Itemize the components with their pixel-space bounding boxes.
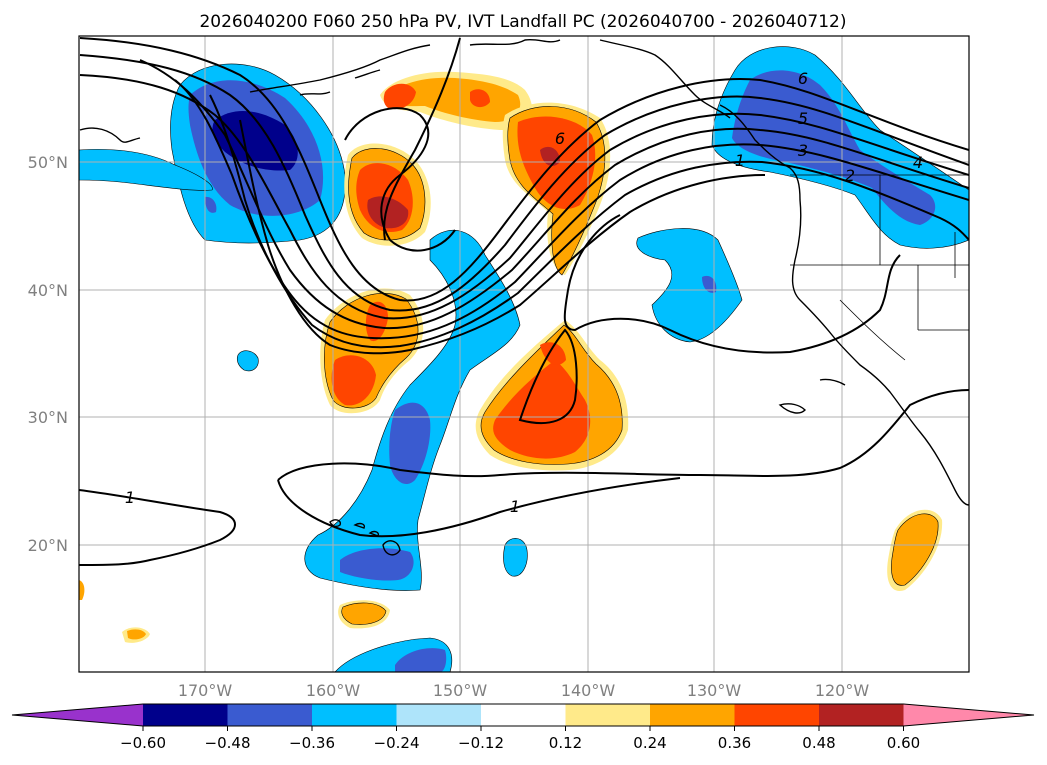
- lon-label: 120°W: [815, 681, 870, 700]
- ivt-contours: [79, 37, 969, 566]
- contour-label-group: 6 6 5 3 2 4 1 1 1: [125, 69, 923, 516]
- colorbar-segment: [819, 704, 904, 726]
- lat-label: 40°N: [28, 281, 68, 300]
- contour-label: 1: [510, 497, 520, 516]
- colorbar-segment: [481, 704, 566, 726]
- colorbar-segment: [650, 704, 735, 726]
- contour-label: 4: [913, 153, 923, 172]
- colorbar-segment: [565, 704, 651, 726]
- colorbar-tick-label: −0.48: [205, 734, 251, 752]
- lon-label: 130°W: [687, 681, 742, 700]
- positive-pv-shading: [79, 71, 943, 643]
- state-borders: [790, 174, 969, 361]
- colorbar-tick-label: 0.12: [549, 734, 582, 752]
- colorbar-extend-low: [12, 704, 143, 726]
- contour-label: 1: [735, 151, 745, 170]
- lon-label: 160°W: [306, 681, 361, 700]
- lon-label: 150°W: [433, 681, 488, 700]
- lon-label: 140°W: [561, 681, 616, 700]
- contour-label: 3: [798, 141, 808, 160]
- colorbar-segment: [312, 704, 397, 726]
- lat-label: 30°N: [28, 408, 68, 427]
- coastlines: [79, 38, 969, 556]
- colorbar: −0.60 −0.48 −0.36 −0.24 −0.12 0.12 0.24 0.36 0.4…: [11, 703, 1035, 752]
- colorbar-tick-label: −0.36: [289, 734, 335, 752]
- colorbar-segment: [734, 704, 820, 726]
- contour-label: 2: [845, 166, 855, 185]
- contour-label: 1: [125, 488, 135, 507]
- colorbar-tick-label: 0.36: [718, 734, 751, 752]
- colorbar-tick-label: 0.60: [887, 734, 920, 752]
- figure-title: 2026040200 F060 250 hPa PV, IVT Landfall…: [199, 12, 846, 32]
- contour-label: 5: [798, 109, 808, 128]
- colorbar-segment: [143, 704, 228, 726]
- contour-label: 6: [798, 69, 808, 88]
- map-panel: [79, 36, 969, 672]
- contour-label: 6: [555, 129, 565, 148]
- lon-label: 170°W: [178, 681, 233, 700]
- lat-label: 20°N: [28, 536, 68, 555]
- colorbar-segment: [396, 704, 482, 726]
- colorbar-extend-high: [903, 704, 1034, 726]
- lat-labels: 50°N 40°N 30°N 20°N: [28, 153, 68, 555]
- lon-labels: 170°W 160°W 150°W 140°W 130°W 120°W: [178, 681, 870, 700]
- colorbar-tick-label: 0.24: [633, 734, 666, 752]
- colorbar-tick-label: −0.12: [458, 734, 504, 752]
- colorbar-segment: [227, 704, 313, 726]
- colorbar-tick-label: 0.48: [802, 734, 835, 752]
- colorbar-tick-label: −0.60: [120, 734, 166, 752]
- map-frame: [78, 35, 970, 673]
- colorbar-tick-label: −0.24: [374, 734, 420, 752]
- lat-label: 50°N: [28, 153, 68, 172]
